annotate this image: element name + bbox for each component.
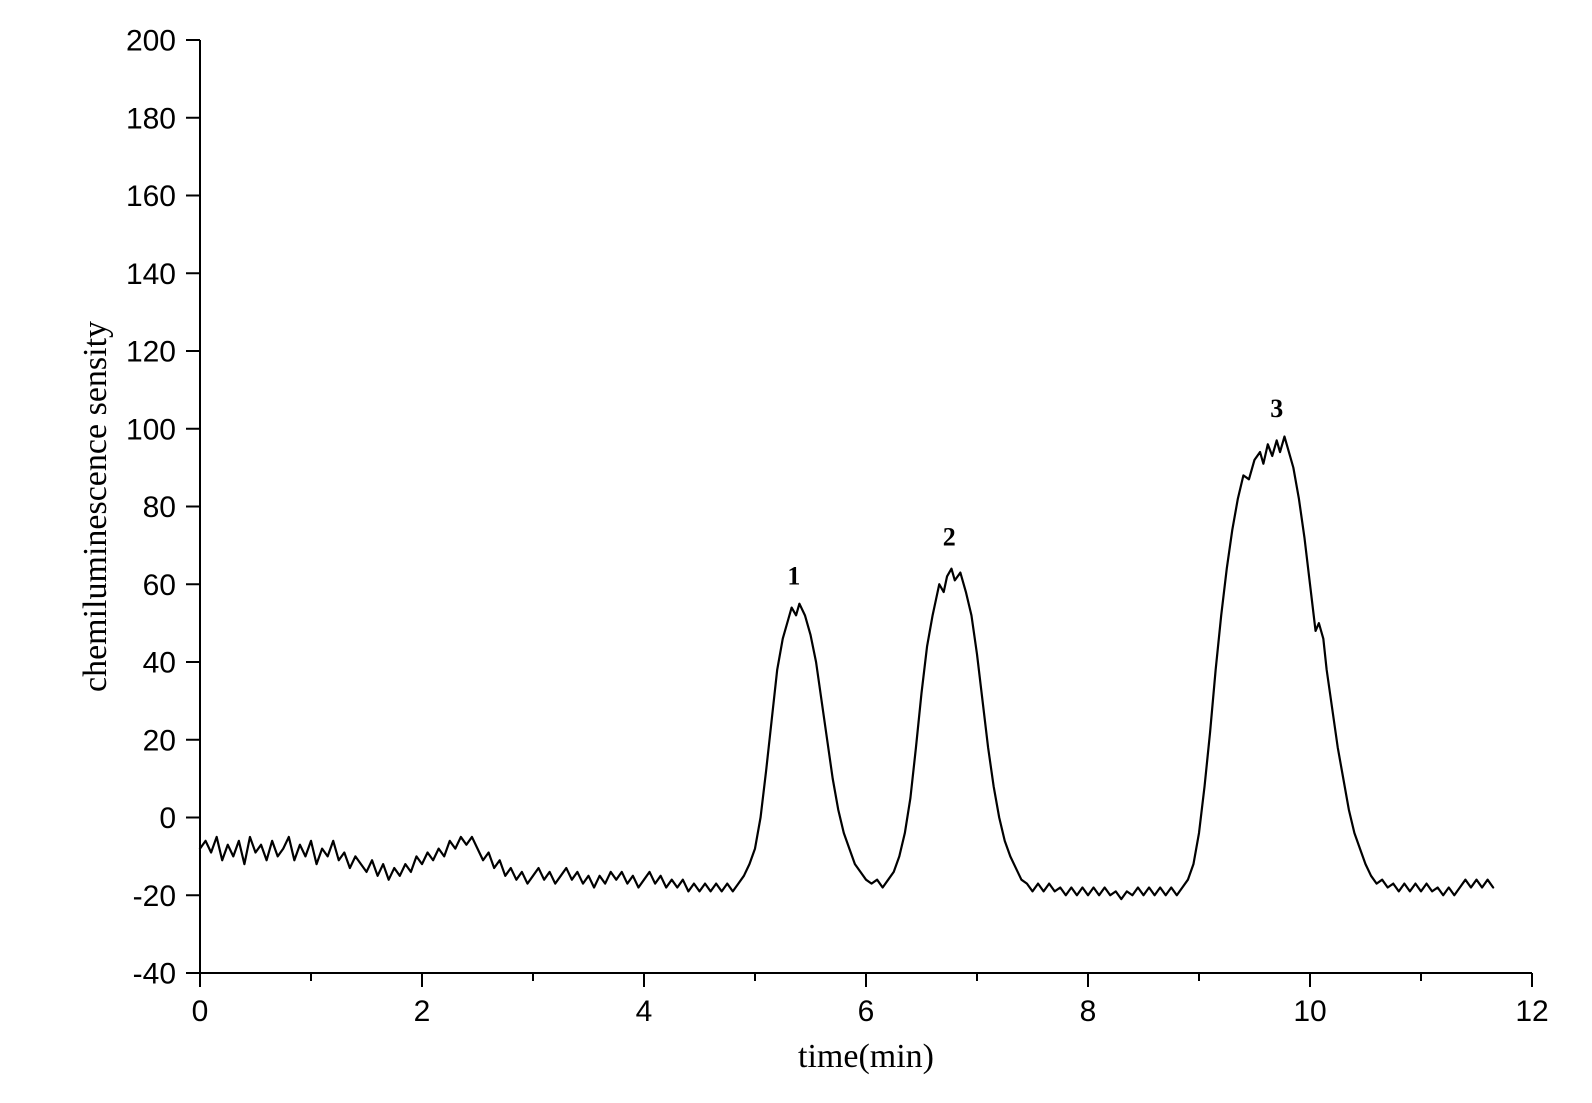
y-tick-label: -20 [133, 880, 176, 913]
y-tick-label: -40 [133, 958, 176, 991]
y-tick-label: 40 [143, 647, 176, 680]
y-tick-label: 20 [143, 724, 176, 757]
peak-label: 3 [1270, 394, 1283, 423]
y-tick-label: 140 [126, 258, 176, 291]
x-tick-label: 4 [636, 995, 653, 1028]
y-tick-label: 200 [126, 25, 176, 58]
x-tick-label: 0 [192, 995, 209, 1028]
y-tick-label: 160 [126, 180, 176, 213]
y-tick-label: 100 [126, 413, 176, 446]
y-axis-label: chemiluminescence sensity [77, 321, 114, 692]
y-tick-label: 120 [126, 336, 176, 369]
x-tick-label: 8 [1080, 995, 1097, 1028]
y-tick-label: 180 [126, 102, 176, 135]
peak-label: 2 [943, 522, 956, 551]
x-axis-label: time(min) [798, 1038, 934, 1075]
peak-label: 1 [787, 561, 800, 590]
x-tick-label: 12 [1515, 995, 1548, 1028]
y-tick-label: 80 [143, 491, 176, 524]
chromatogram-chart: 024681012-40-200204060801001201401601802… [0, 0, 1592, 1103]
x-tick-label: 2 [414, 995, 431, 1028]
chart-svg: 024681012-40-200204060801001201401601802… [0, 0, 1592, 1103]
x-tick-label: 10 [1293, 995, 1326, 1028]
x-tick-label: 6 [858, 995, 875, 1028]
y-tick-label: 60 [143, 569, 176, 602]
y-tick-label: 0 [159, 802, 176, 835]
